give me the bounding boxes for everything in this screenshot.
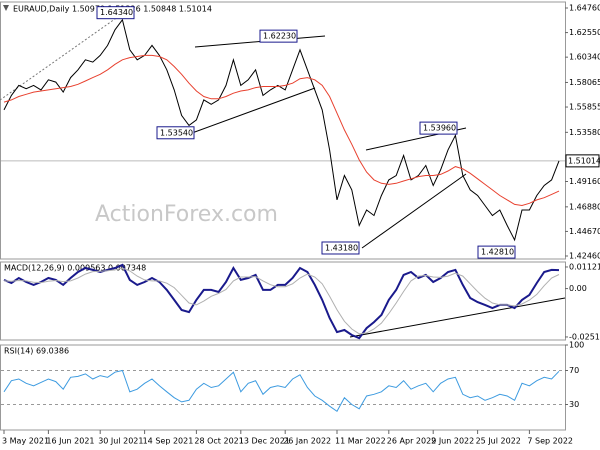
x-tick-label: 28 Oct 2021 — [194, 437, 243, 446]
series-line — [3, 369, 560, 413]
y-tick-label: 1.58065 — [569, 78, 600, 87]
macd-panel — [0, 261, 566, 341]
trend-line — [349, 297, 566, 338]
annotation-label: 1.53540 — [160, 128, 193, 137]
y-tick-label: 100 — [569, 341, 584, 350]
price-panel — [0, 1, 566, 260]
x-tick-label: 11 Mar 2022 — [335, 437, 386, 446]
y-tick-label: -0.025119 — [569, 332, 600, 341]
series-line — [3, 18, 560, 242]
x-tick-label: 26 Jan 2022 — [283, 437, 331, 446]
x-tick-label: 3 May 2021 — [2, 437, 49, 446]
series-line — [3, 54, 560, 207]
y-tick-label: 1.46880 — [569, 202, 600, 211]
y-tick-label: 1.55855 — [569, 103, 600, 112]
trend-line — [191, 87, 316, 134]
rsi-title: RSI(14) 69.0386 — [4, 347, 69, 356]
x-tick-label: 9 Jun 2022 — [431, 437, 474, 446]
x-tick-label: 14 Sep 2021 — [143, 437, 194, 446]
x-tick-label: 30 Jul 2021 — [98, 437, 143, 446]
y-tick-label: 1.53580 — [569, 128, 600, 137]
x-tick-label: 13 Dec 2021 — [239, 437, 290, 446]
y-tick-label: 1.62550 — [569, 28, 600, 37]
y-tick-label: 1.64760 — [569, 4, 600, 13]
y-tick-label: 1.49160 — [569, 177, 600, 186]
y-tick-label: 70 — [569, 366, 579, 375]
current-price-label: 1.51014 — [568, 156, 600, 165]
x-tick-label: 7 Sep 2022 — [527, 437, 573, 446]
annotation-label: 1.62230 — [263, 32, 296, 41]
y-tick-label: 0.00 — [569, 284, 587, 293]
trend-line — [361, 173, 467, 249]
annotation-box — [321, 241, 360, 255]
x-tick-label: 16 Jun 2021 — [46, 437, 94, 446]
macd-title: MACD(12,26,9) 0.009563 0.007348 — [4, 264, 146, 273]
annotation-box — [259, 29, 298, 43]
annotation-label: 1.53960 — [423, 124, 456, 133]
x-tick-label: 26 Apr 2022 — [387, 437, 436, 446]
annotation-box — [477, 245, 516, 259]
annotation-box — [96, 6, 135, 20]
x-tick-label: 25 Jul 2022 — [476, 437, 521, 446]
series-line — [3, 267, 560, 335]
y-tick-label: 0.011215 — [569, 262, 600, 271]
y-tick-label: 1.44670 — [569, 227, 600, 236]
y-tick-label: 1.42460 — [569, 251, 600, 260]
symbol-icon — [3, 5, 9, 11]
watermark: ActionForex.com — [95, 202, 278, 227]
y-tick-label: 30 — [569, 400, 579, 409]
annotation-label: 1.43180 — [325, 243, 358, 252]
annotation-box — [419, 121, 458, 135]
annotation-label: 1.42810 — [481, 248, 514, 257]
annotation-box — [156, 126, 195, 140]
annotation-label: 1.64340 — [100, 8, 133, 17]
y-tick-label: 1.60340 — [569, 53, 600, 62]
current-price-box — [565, 154, 600, 168]
